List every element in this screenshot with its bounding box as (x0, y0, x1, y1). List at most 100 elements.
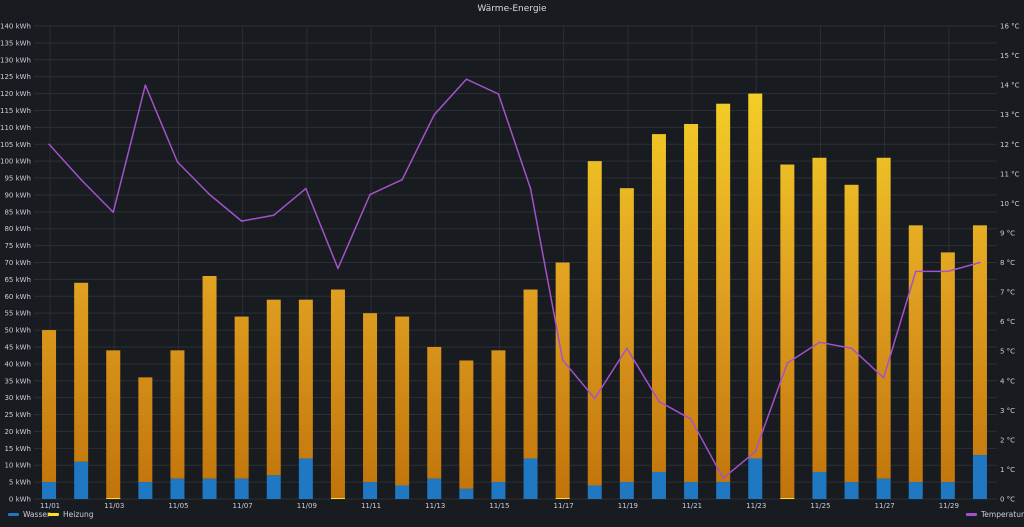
x-tick-label: 11/13 (425, 502, 445, 510)
x-tick-label: 11/27 (875, 502, 895, 510)
bar-wasser (459, 488, 474, 499)
bar-heizung (202, 276, 217, 479)
bar-heizung (298, 299, 313, 459)
bar-heizung (459, 360, 474, 489)
y-left-tick-label: 85 kWh (4, 208, 31, 216)
y-right-tick-label: 14 °C (1000, 82, 1020, 90)
temperature-point (690, 418, 692, 420)
temperature-point (144, 84, 147, 86)
y-right-tick-label: 5 °C (1000, 348, 1015, 356)
legend: Wasser Heizung Temperatur (0, 510, 1024, 524)
temperature-point (882, 376, 885, 379)
y-left-tick-label: 75 kWh (4, 242, 31, 250)
temperature-point (529, 187, 532, 190)
y-right-tick-label: 13 °C (1000, 111, 1020, 119)
y-left-tick-label: 40 kWh (4, 360, 31, 368)
y-right-tick-label: 8 °C (1000, 259, 1015, 267)
x-tick-label: 11/03 (104, 502, 124, 510)
bar-heizung (812, 157, 827, 472)
temperature-point (786, 362, 789, 364)
y-right-tick-label: 2 °C (1000, 436, 1015, 444)
bar-wasser (651, 471, 666, 499)
temperature-point (272, 214, 275, 216)
temperature-point (593, 397, 596, 400)
bar-heizung (523, 289, 538, 459)
temperature-point (80, 178, 82, 181)
y-left-tick-label: 100 kWh (0, 158, 31, 166)
bar-heizung (74, 282, 89, 462)
legend-item-temperatur[interactable]: Temperatur (966, 510, 1024, 519)
y-left-tick-label: 135 kWh (0, 39, 31, 47)
temperature-point (914, 270, 917, 273)
y-left-tick-label: 55 kWh (4, 310, 31, 318)
bar-wasser (74, 461, 89, 499)
bar-heizung (940, 252, 955, 483)
temperature-point (112, 211, 115, 214)
temperature-point (465, 78, 468, 81)
y-left-tick-label: 25 kWh (4, 411, 31, 419)
y-left-tick-label: 130 kWh (0, 56, 31, 64)
legend-item-heizung[interactable]: Heizung (48, 510, 94, 519)
temperature-point (947, 270, 949, 273)
bar-heizung (876, 157, 891, 479)
y-right-tick-label: 11 °C (1000, 170, 1020, 178)
y-right-tick-label: 12 °C (1000, 141, 1020, 149)
y-left-tick-label: 30 kWh (4, 394, 31, 402)
bar-wasser (234, 478, 249, 499)
bar-heizung (170, 350, 185, 479)
bar-heizung (363, 313, 378, 483)
temperature-point (176, 161, 179, 163)
bar-wasser (170, 478, 185, 499)
temperature-point (305, 187, 307, 190)
bar-heizung (395, 316, 410, 486)
temperature-point (433, 113, 436, 116)
bar-heizung (266, 299, 281, 476)
temperature-point (722, 477, 724, 480)
bar-heizung (555, 262, 570, 499)
temperature-line (48, 78, 981, 480)
x-tick-label: 11/01 (40, 502, 60, 510)
temperature-point (818, 341, 821, 344)
y-left-tick-label: 140 kWh (0, 23, 31, 31)
legend-item-wasser[interactable]: Wasser (8, 510, 50, 519)
y-left-tick-label: 10 kWh (4, 462, 31, 470)
bar-heizung (427, 346, 442, 479)
y-left-tick-label: 50 kWh (4, 327, 31, 335)
y-left-tick-label: 70 kWh (4, 259, 31, 267)
temperature-point (658, 400, 660, 403)
panel-title: Wärme-Energie (477, 4, 547, 14)
bar-wasser (716, 482, 731, 499)
bar-wasser (844, 482, 859, 499)
bar-heizung-base (780, 498, 795, 499)
x-tick-label: 11/17 (554, 502, 574, 510)
temperature-point (401, 178, 403, 181)
y-axis-right: 0 °C 1 °C 2 °C 3 °C 4 °C 5 °C 6 °C 7 °C 8 °C 9 °C… (1000, 23, 1020, 504)
bar-heizung (619, 188, 634, 483)
bar-heizung (651, 134, 666, 472)
temperature-point (850, 347, 853, 350)
y-right-tick-label: 6 °C (1000, 318, 1015, 326)
bar-heizung (587, 161, 602, 486)
bar-heizung-base (330, 498, 345, 499)
y-left-tick-label: 105 kWh (0, 141, 31, 149)
bar-wasser (395, 485, 410, 499)
y-left-tick-label: 90 kWh (4, 191, 31, 199)
y-right-tick-label: 15 °C (1000, 52, 1020, 60)
y-left-tick-label: 5 kWh (9, 479, 31, 487)
x-tick-label: 11/21 (682, 502, 702, 510)
bar-wasser (619, 482, 634, 499)
bar-heizung (972, 225, 987, 456)
x-tick-label: 11/29 (939, 502, 959, 510)
bar-heizung-base (106, 498, 121, 499)
x-tick-label: 11/15 (489, 502, 509, 510)
y-right-tick-label: 9 °C (1000, 229, 1015, 237)
temperature-point (208, 193, 211, 196)
bar-heizung (748, 93, 763, 459)
temperature-point (979, 261, 981, 264)
bar-heizung (716, 103, 731, 483)
x-axis: 11/01 11/03 11/05 11/07 11/09 11/11 11/13 11/15… (40, 502, 959, 510)
y-left-tick-label: 65 kWh (4, 276, 31, 284)
bar-wasser (908, 482, 923, 499)
bar-wasser (940, 482, 955, 499)
x-tick-label: 11/11 (361, 502, 381, 510)
